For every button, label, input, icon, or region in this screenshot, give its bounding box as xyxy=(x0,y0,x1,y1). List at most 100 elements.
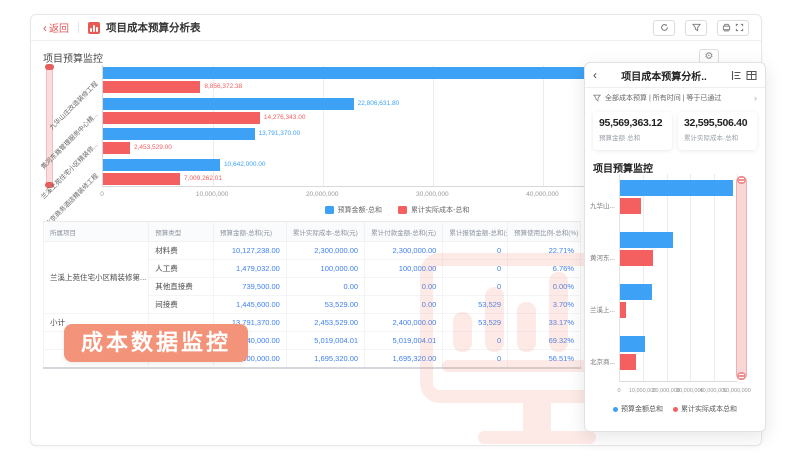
value-cell: 0 xyxy=(442,259,509,278)
budget-bar xyxy=(103,67,592,79)
back-label: 返回 xyxy=(49,24,69,35)
gear-icon: ⚙ xyxy=(704,51,714,62)
budget-bar xyxy=(103,128,255,140)
panel-chart-scrollbar[interactable] xyxy=(736,176,747,380)
category-label: 兰溪上苑住宅小区精装修... xyxy=(40,141,100,201)
column-header: 预算金额-总和(元) xyxy=(213,221,287,242)
legend-item[interactable]: 预算金额总和 xyxy=(613,404,663,414)
filter-summary: 全部成本预算 | 所有时间 | 等于已通过 xyxy=(605,95,722,102)
table-header-row: 所属项目 预算类型 预算金额-总和(元) 累计实际成本-总和(元) 累计付款金额-总和(… xyxy=(42,221,581,242)
plot-area: 8,856,372.38 22,806,631.80 14,276,343.00 13… xyxy=(102,65,592,187)
actual-bar xyxy=(103,111,260,124)
panel-header: ‹ 项目成本预算分析.. xyxy=(585,63,765,88)
category-label: 九华山... xyxy=(590,203,615,210)
value-cell: 0.00 xyxy=(285,277,366,296)
export-button[interactable] xyxy=(717,19,749,36)
bar-value-label: 2,453,529.00 xyxy=(133,144,172,151)
mobile-preview-panel: ‹ 项目成本预算分析.. 全部成本预算 | 所有时间 | 等于已通过 › 95,… xyxy=(584,62,766,432)
value-cell: 2,300,000.00 xyxy=(285,241,366,260)
back-button[interactable]: ‹ 返回 xyxy=(43,20,69,36)
panel-scrollbar-top-handle[interactable] xyxy=(737,176,746,184)
column-header: 累计付款金额-总和(元) xyxy=(364,221,444,242)
table-row: 人工费 1,479,032.00 100,000.00 100,000.00 0 6.76… xyxy=(44,259,581,278)
settings-button[interactable]: ⚙ xyxy=(699,49,719,65)
value-cell: 100,000.00 xyxy=(364,259,444,278)
refresh-button[interactable] xyxy=(653,19,675,36)
bar-value-label: 8,856,372.38 xyxy=(204,83,243,90)
actual-bar xyxy=(620,302,626,318)
legend-item[interactable]: 预算金额-总和 xyxy=(324,205,382,215)
budget-total-card: 95,569,363.12 预算金额·总和 xyxy=(593,112,672,150)
legend-swatch xyxy=(398,206,407,214)
toolbar xyxy=(653,19,749,36)
bar-value-label: 7,009,262.01 xyxy=(184,174,222,182)
titlebar: ‹ 返回 项目成本预算分析表 xyxy=(31,15,761,41)
panel-scrollbar-bottom-handle[interactable] xyxy=(737,372,746,380)
budget-bar xyxy=(620,336,645,352)
column-header: 预算使用比例-总和(%) xyxy=(507,221,581,242)
gridline xyxy=(212,65,214,186)
chart-list-icon xyxy=(731,70,741,80)
actual-bar xyxy=(103,172,181,185)
actual-bar xyxy=(620,198,641,214)
legend-label: 累计实际成本-总和 xyxy=(411,207,470,214)
value-cell: 100,000.00 xyxy=(285,259,366,278)
value-cell: 0 xyxy=(442,331,509,350)
scrollbar-top-handle[interactable] xyxy=(45,64,54,70)
actual-bar xyxy=(103,81,201,93)
panel-filter-bar[interactable]: 全部成本预算 | 所有时间 | 等于已通过 › xyxy=(585,88,765,108)
panel-title: 项目成本预算分析.. xyxy=(621,71,707,83)
x-tick-label: 30,000,000 xyxy=(416,191,449,198)
chart-legend: 预算金额-总和 累计实际成本-总和 xyxy=(31,205,763,215)
value-cell: 1,479,032.00 xyxy=(213,259,287,278)
actual-total-value: 32,595,506.40 xyxy=(684,117,748,129)
legend-item[interactable]: 累计实际成本-总和 xyxy=(398,205,469,215)
value-cell: 0.00 xyxy=(364,277,444,296)
value-cell: 2,300,000.00 xyxy=(364,241,444,260)
budget-type-cell: 间接费 xyxy=(148,295,214,314)
filter-button[interactable] xyxy=(685,19,707,36)
report-icon xyxy=(88,21,100,34)
gridline xyxy=(322,65,324,186)
category-label: 北京商务酒店精装修工程 xyxy=(44,172,100,228)
funnel-icon xyxy=(593,94,601,102)
actual-bar xyxy=(620,354,637,370)
filter-icon xyxy=(691,23,701,32)
value-cell: 53,529 xyxy=(442,313,509,332)
budget-type-cell: 材料费 xyxy=(148,241,214,260)
budget-bar xyxy=(103,97,354,110)
scrollbar-bottom-handle[interactable] xyxy=(45,182,54,188)
x-tick-label: 10,000,000 xyxy=(195,191,229,198)
gridline xyxy=(690,174,692,381)
back-chevron-icon: ‹ xyxy=(43,20,47,35)
budget-type-cell: 其他直接费 xyxy=(148,277,214,296)
bar-value-label: 13,791,370.00 xyxy=(258,130,301,137)
value-cell: 0 xyxy=(442,241,509,260)
refresh-icon xyxy=(660,24,668,31)
panel-plot-area xyxy=(619,174,738,382)
value-cell: 5,019,004.01 xyxy=(364,331,444,350)
table-view-button[interactable] xyxy=(746,70,757,81)
value-cell: 3.70% xyxy=(507,295,581,314)
chart-view-button[interactable] xyxy=(731,70,742,81)
value-cell: 0 xyxy=(442,349,509,369)
section-row: 项目预算监控 ⚙ xyxy=(31,47,761,67)
x-tick-label: 30,000,000 xyxy=(676,388,704,394)
x-tick-label: 20,000,000 xyxy=(652,388,680,394)
chart-vertical-scrollbar[interactable] xyxy=(45,64,54,188)
x-tick-label: 40,000,000 xyxy=(526,191,559,198)
x-tick-label: 10,000,000 xyxy=(628,388,657,394)
budget-monitor-chart: 九华山庄改造装修工程 黄河东路管理服务中心精... 兰溪上苑住宅小区精装修... 北京… xyxy=(31,61,763,228)
actual-total-label: 累计实际成本·总和 xyxy=(684,135,739,142)
legend-label: 预算金额总和 xyxy=(621,406,663,413)
panel-back-button[interactable]: ‹ xyxy=(593,68,597,82)
budget-bar xyxy=(103,158,220,171)
value-cell: 739,500.00 xyxy=(213,277,287,296)
fullscreen-icon xyxy=(735,23,744,32)
gridline xyxy=(432,65,434,186)
chevron-right-icon: › xyxy=(754,93,757,103)
value-cell: 53,529.00 xyxy=(285,295,366,314)
legend-item[interactable]: 累计实际成本总和 xyxy=(673,404,737,414)
x-tick-label: 0 xyxy=(100,191,104,198)
x-tick-label: 40,000,000 xyxy=(699,388,728,394)
